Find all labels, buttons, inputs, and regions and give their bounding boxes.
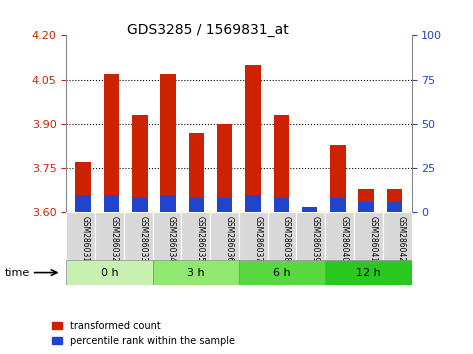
Bar	[104, 195, 119, 212]
Text: 0 h: 0 h	[101, 268, 118, 278]
Bar	[124, 212, 152, 260]
Text: GSM286041: GSM286041	[368, 216, 377, 262]
Bar	[189, 133, 204, 212]
Text: time: time	[5, 268, 30, 278]
Bar	[210, 212, 239, 260]
Bar	[132, 115, 148, 212]
Text: GSM286038: GSM286038	[282, 216, 291, 262]
Text: 3 h: 3 h	[187, 268, 204, 278]
Bar	[325, 212, 354, 260]
Bar	[95, 212, 124, 260]
Bar	[66, 212, 95, 260]
Bar	[75, 195, 91, 212]
Bar	[160, 195, 176, 212]
Bar	[152, 260, 239, 285]
Text: 6 h: 6 h	[273, 268, 291, 278]
Bar	[217, 124, 233, 212]
Bar	[330, 144, 346, 212]
Text: GSM286031: GSM286031	[80, 216, 89, 262]
Text: GSM286035: GSM286035	[196, 216, 205, 262]
Legend: transformed count, percentile rank within the sample: transformed count, percentile rank withi…	[52, 321, 235, 346]
Bar	[189, 198, 204, 212]
Bar	[325, 260, 412, 285]
Bar	[359, 202, 374, 212]
Text: GSM286040: GSM286040	[340, 216, 349, 262]
Bar	[245, 65, 261, 212]
Bar	[359, 189, 374, 212]
Bar	[383, 212, 412, 260]
Bar	[273, 115, 289, 212]
Bar	[387, 189, 403, 212]
Bar	[239, 260, 325, 285]
Bar	[302, 210, 317, 212]
Text: GSM286032: GSM286032	[109, 216, 118, 262]
Bar	[297, 212, 325, 260]
Bar	[302, 207, 317, 212]
Bar	[66, 260, 152, 285]
Text: GSM286033: GSM286033	[138, 216, 147, 262]
Bar	[104, 74, 119, 212]
Bar	[268, 212, 297, 260]
Bar	[75, 162, 91, 212]
Text: GSM286039: GSM286039	[311, 216, 320, 262]
Bar	[330, 198, 346, 212]
Bar	[245, 195, 261, 212]
Bar	[181, 212, 210, 260]
Bar	[387, 202, 403, 212]
Bar	[239, 212, 268, 260]
Text: GSM286034: GSM286034	[167, 216, 176, 262]
Text: 12 h: 12 h	[356, 268, 381, 278]
Bar	[354, 212, 383, 260]
Text: GSM286042: GSM286042	[397, 216, 406, 262]
Bar	[273, 198, 289, 212]
Text: GSM286036: GSM286036	[225, 216, 234, 262]
Text: GSM286037: GSM286037	[253, 216, 262, 262]
Bar	[152, 212, 181, 260]
Bar	[217, 198, 233, 212]
Bar	[160, 74, 176, 212]
Bar	[132, 198, 148, 212]
Text: GDS3285 / 1569831_at: GDS3285 / 1569831_at	[127, 23, 289, 37]
